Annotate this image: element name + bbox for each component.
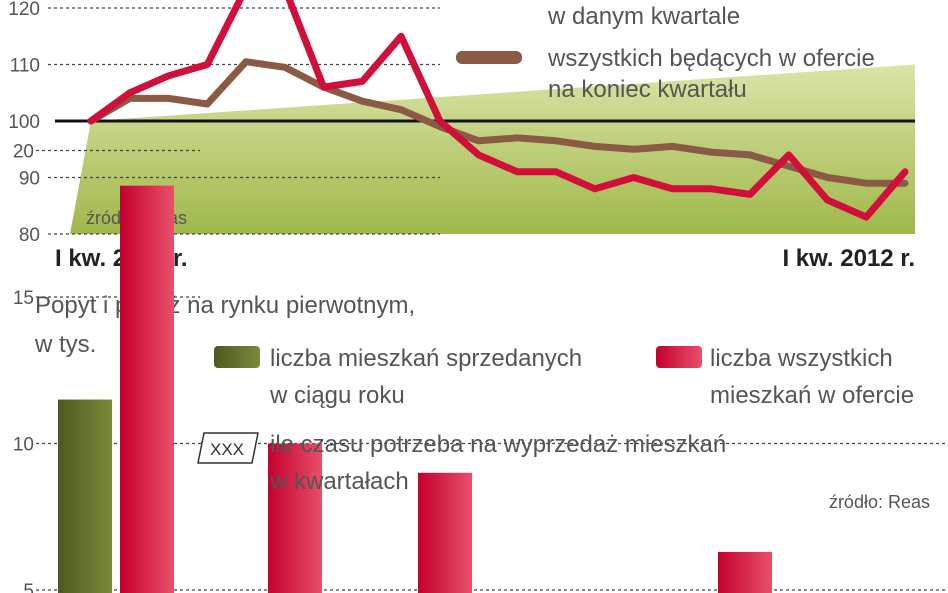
bottom-y-tick-label: 20 bbox=[13, 142, 34, 163]
top-y-tick-label: 100 bbox=[8, 112, 40, 133]
top-y-tick-label: 90 bbox=[19, 169, 40, 190]
top-y-tick-label: 120 bbox=[8, 0, 40, 20]
bottom-source-label: źródło: Reas bbox=[829, 492, 930, 512]
legend-swatch-sold bbox=[214, 346, 260, 368]
bottom-y-tick-label: 5 bbox=[23, 581, 34, 593]
legend-badge-line-1: ile czasu potrzeba na wyprzedaż mieszkań bbox=[270, 431, 726, 458]
bottom-gridlines bbox=[36, 149, 948, 591]
supply-demand-bar-chart: Popyt i podaż na rynku pierwotnym, w tys… bbox=[13, 142, 948, 593]
badge-text: XXX bbox=[210, 440, 244, 459]
legend-swatch-offer bbox=[656, 346, 702, 368]
bar-chart-title-line-1: Popyt i podaż na rynku pierwotnym, bbox=[35, 292, 415, 319]
series-line-offer-total bbox=[87, 58, 909, 187]
series-line-quarter bbox=[87, 0, 909, 221]
legend-quarter-line-1: w danym kwartale bbox=[547, 3, 740, 30]
legend-badge: XXX bbox=[197, 432, 259, 464]
top-y-tick-label: 80 bbox=[19, 225, 40, 246]
bar-offer bbox=[418, 472, 472, 593]
legend-offer-line-1: liczba wszystkich bbox=[710, 345, 893, 372]
bar-chart-title-line-2: w tys. bbox=[34, 331, 96, 358]
bar-offer bbox=[718, 551, 772, 593]
badge-frame bbox=[197, 432, 259, 464]
legend-swatch-offer-total bbox=[456, 51, 522, 64]
bar-sold bbox=[58, 399, 112, 593]
legend-offer-total-line-1: wszystkich będących w ofercie bbox=[547, 45, 875, 72]
top-y-axis: 80 90 100 110 120 bbox=[8, 0, 40, 246]
x-end-label: I kw. 2012 r. bbox=[782, 245, 915, 272]
bottom-y-tick-label: 15 bbox=[13, 288, 34, 309]
legend-badge-line-2: w kwartałach bbox=[269, 468, 409, 495]
legend-offer-line-2: mieszkań w ofercie bbox=[710, 382, 914, 409]
bar-offer bbox=[120, 185, 174, 593]
bars bbox=[58, 185, 772, 593]
bar-offer bbox=[268, 443, 322, 593]
legend-sold-line-1: liczba mieszkań sprzedanych bbox=[270, 345, 582, 372]
legend-offer-total-line-2: na koniec kwartału bbox=[548, 76, 747, 103]
bottom-y-axis: 5 10 15 20 bbox=[13, 142, 34, 593]
bottom-y-tick-label: 10 bbox=[13, 435, 34, 456]
chart-background-area bbox=[70, 64, 915, 234]
top-y-tick-label: 110 bbox=[10, 56, 40, 77]
legend-sold-line-2: w ciągu roku bbox=[269, 382, 405, 409]
